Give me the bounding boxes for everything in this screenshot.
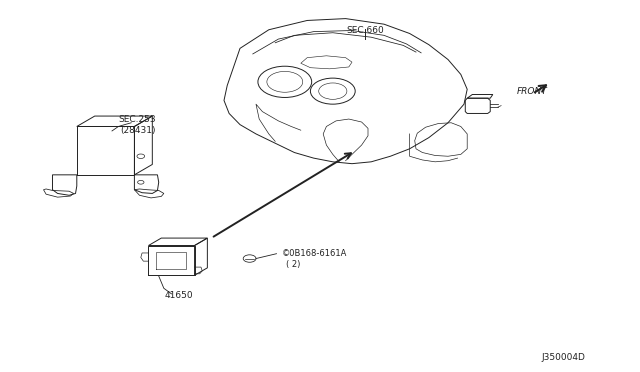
Text: SEC.660: SEC.660 <box>346 26 383 35</box>
Text: ©0B168-6161A: ©0B168-6161A <box>282 249 347 258</box>
Text: SEC.253: SEC.253 <box>119 115 156 124</box>
Text: (28431): (28431) <box>120 126 156 135</box>
Text: ( 2): ( 2) <box>286 260 300 269</box>
Text: FRONT: FRONT <box>516 87 547 96</box>
Text: 41650: 41650 <box>165 291 193 300</box>
Text: J350004D: J350004D <box>541 353 585 362</box>
